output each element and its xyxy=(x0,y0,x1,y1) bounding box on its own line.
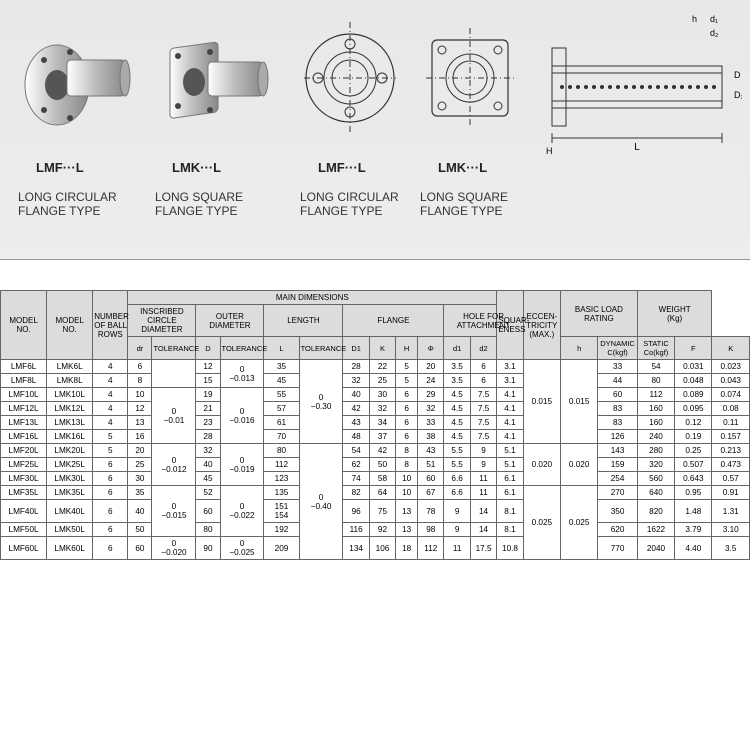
spec-table-container: MODEL NO. MODEL NO. NUMBER OF BALL ROWS … xyxy=(0,290,750,560)
svg-text:d₂: d₂ xyxy=(710,28,719,38)
table-row: LMF12LLMK12L412215742326324.57.54.183160… xyxy=(1,402,750,416)
code-lmf-diag: LMF···L xyxy=(318,160,366,175)
th-rating: BASIC LOAD RATING xyxy=(560,291,637,337)
svg-text:L: L xyxy=(634,142,640,153)
th-eccen: ECCEN- TRICITY (MAX.) xyxy=(523,291,560,360)
diagram-lmf-circular xyxy=(300,18,400,138)
th-d2: d2 xyxy=(470,337,497,360)
desc-lmf-d: LONG CIRCULAR FLANGE TYPE xyxy=(300,190,399,219)
svg-text:D₁: D₁ xyxy=(734,90,742,100)
code-lmk-diag: LMK···L xyxy=(438,160,487,175)
product-render-lmf xyxy=(22,10,132,150)
table-row: LMF50LLMK50L650801921169213989148.162016… xyxy=(1,523,750,537)
th-L-tol: TOLERANCE xyxy=(299,337,343,360)
th-inscribed: INSCRIBED CIRCLE DIAMETER xyxy=(128,305,196,337)
th-model-k: MODEL NO. xyxy=(47,291,93,360)
diagram-lmk-square xyxy=(420,18,520,138)
th-D-tol: TOLERANCE xyxy=(220,337,264,360)
th-wf: F xyxy=(675,337,712,360)
th-weight: WEIGHT (Kg) xyxy=(637,291,712,337)
table-row: LMF35LLMK35L6350 −0.015520 −0.0221358264… xyxy=(1,486,750,500)
svg-text:D: D xyxy=(734,70,741,80)
table-row: LMF13LLMK13L413236143346334.57.54.183160… xyxy=(1,416,750,430)
product-header-panel: L H h d₁ d₂ D D₁ LMF···L LMK···L LMF···L… xyxy=(0,0,750,260)
svg-text:H: H xyxy=(546,146,553,156)
th-K: K xyxy=(369,337,395,360)
th-dr-tol: TOLERANCE xyxy=(152,337,196,360)
diagram-cross-section: L H h d₁ d₂ D D₁ xyxy=(542,8,742,168)
table-row: LMF10LLMK10L4100 −0.01190 −0.01655403062… xyxy=(1,388,750,402)
th-L: L xyxy=(264,337,299,360)
header-row-1: MODEL NO. MODEL NO. NUMBER OF BALL ROWS … xyxy=(1,291,750,305)
svg-text:d₁: d₁ xyxy=(710,14,718,24)
code-lmk: LMK···L xyxy=(172,160,221,175)
th-length: LENGTH xyxy=(264,305,343,337)
table-row: LMF6LLMK6L46120 −0.013350 −0.3028225203.… xyxy=(1,360,750,374)
product-render-lmk xyxy=(160,10,270,150)
table-row: LMF60LLMK60L6600 −0.020900 −0.0252091341… xyxy=(1,537,750,560)
desc-lmk: LONG SQUARE FLANGE TYPE xyxy=(155,190,243,219)
table-row: LMF25LLMK25L6254011262508515.595.1159320… xyxy=(1,458,750,472)
spec-table: MODEL NO. MODEL NO. NUMBER OF BALL ROWS … xyxy=(0,290,750,560)
th-static: STATIC Co(kgf) xyxy=(637,337,674,360)
svg-text:h: h xyxy=(692,14,697,24)
code-lmf: LMF···L xyxy=(36,160,84,175)
th-dr: dr xyxy=(128,337,152,360)
table-row: LMF30LLMK30L63045123745810606.6116.12545… xyxy=(1,472,750,486)
th-wk: K xyxy=(712,337,750,360)
th-model-f: MODEL NO. xyxy=(1,291,47,360)
th-dynamic: DYNAMIC C(kgf) xyxy=(598,337,638,360)
th-d1: d1 xyxy=(444,337,470,360)
th-ballrows: NUMBER OF BALL ROWS xyxy=(93,291,128,360)
th-flange: FLANGE xyxy=(343,305,444,337)
th-h: h xyxy=(560,337,597,360)
th-main: MAIN DIMENSIONS xyxy=(128,291,497,305)
th-D1: D1 xyxy=(343,337,369,360)
desc-lmf: LONG CIRCULAR FLANGE TYPE xyxy=(18,190,117,219)
table-row: LMF16LLMK16L516287048376384.57.54.112624… xyxy=(1,430,750,444)
table-row: LMF20LLMK20L5200 −0.012320 −0.019800 −0.… xyxy=(1,444,750,458)
th-outer: OUTER DIAMETER xyxy=(196,305,264,337)
th-D: D xyxy=(196,337,220,360)
table-row: LMF40LLMK40L64060151 154967513789148.135… xyxy=(1,500,750,523)
table-row: LMF8LLMK8L48154532255243.563.144800.0480… xyxy=(1,374,750,388)
th-H: H xyxy=(396,337,418,360)
desc-lmk-d: LONG SQUARE FLANGE TYPE xyxy=(420,190,508,219)
table-body: LMF6LLMK6L46120 −0.013350 −0.3028225203.… xyxy=(1,360,750,560)
th-phi: Φ xyxy=(418,337,444,360)
